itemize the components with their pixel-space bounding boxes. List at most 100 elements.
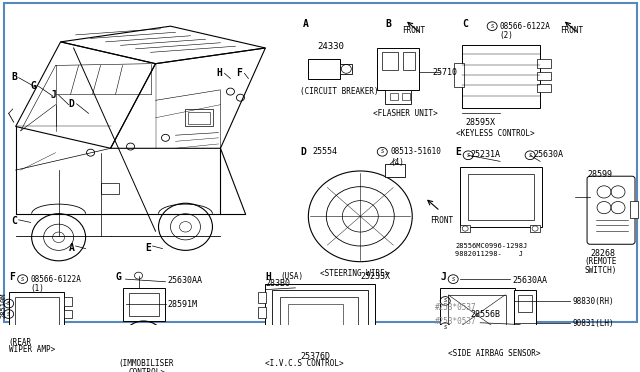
Text: <STEERING WIRE>: <STEERING WIRE> <box>321 269 390 278</box>
Text: 28510M: 28510M <box>1 292 6 318</box>
Bar <box>462 45 540 108</box>
Text: J: J <box>440 272 446 282</box>
Text: B: B <box>385 19 391 29</box>
Bar <box>514 290 536 337</box>
Text: (CIRCUIT BREAKER): (CIRCUIT BREAKER) <box>300 87 379 96</box>
Text: SWITCH): SWITCH) <box>584 266 616 275</box>
Text: 25630AA: 25630AA <box>168 276 202 285</box>
Text: <KEYLESS CONTROL>: <KEYLESS CONTROL> <box>456 129 535 138</box>
Text: S: S <box>7 311 10 317</box>
Text: S: S <box>444 325 447 330</box>
Bar <box>537 59 551 68</box>
Text: 25376D: 25376D <box>300 352 330 360</box>
Text: C: C <box>462 19 468 29</box>
Bar <box>530 225 540 232</box>
Text: H: H <box>216 68 222 78</box>
Bar <box>63 298 72 306</box>
Text: <FLASHER UNIT>: <FLASHER UNIT> <box>373 109 438 118</box>
Bar <box>188 112 211 124</box>
Text: WIPER AMP>: WIPER AMP> <box>9 346 55 355</box>
Text: 98830(RH): 98830(RH) <box>572 298 614 307</box>
Text: S: S <box>444 298 447 304</box>
Text: (1): (1) <box>31 283 45 292</box>
Text: 08566-6122A: 08566-6122A <box>31 275 81 284</box>
Text: D: D <box>300 147 306 157</box>
Text: S: S <box>490 24 494 29</box>
Text: 24330: 24330 <box>317 42 344 51</box>
Text: D: D <box>68 99 74 109</box>
Bar <box>259 307 266 318</box>
Bar <box>100 183 118 194</box>
Text: H: H <box>266 272 271 282</box>
Text: (IMMOBILISER: (IMMOBILISER <box>118 359 174 368</box>
Text: 28599: 28599 <box>587 170 612 179</box>
Text: G: G <box>31 81 36 91</box>
Text: 28591M: 28591M <box>168 300 198 309</box>
Bar <box>403 52 415 70</box>
Text: 08566-6122A: 08566-6122A <box>499 22 550 31</box>
Bar <box>266 283 375 349</box>
FancyBboxPatch shape <box>587 176 635 244</box>
Text: 28268: 28268 <box>590 248 615 257</box>
Bar <box>518 295 532 312</box>
Bar <box>63 310 72 318</box>
Text: (USA): (USA) <box>280 272 303 281</box>
Text: S: S <box>7 301 10 306</box>
Text: S: S <box>21 277 24 282</box>
Bar <box>377 48 419 90</box>
Text: F: F <box>9 272 15 282</box>
Text: (REAR: (REAR <box>9 337 32 347</box>
Bar <box>385 90 412 104</box>
Text: FRONT: FRONT <box>403 26 426 35</box>
Bar <box>440 288 515 342</box>
Text: S: S <box>452 277 455 282</box>
Text: <SIDE AIRBAG SENSOR>: <SIDE AIRBAG SENSOR> <box>448 349 541 358</box>
Bar <box>630 201 638 218</box>
Bar <box>390 93 398 100</box>
Bar <box>289 304 343 328</box>
Bar <box>15 296 59 330</box>
Bar <box>403 93 410 100</box>
Text: (2): (2) <box>499 31 513 39</box>
Text: 25630AA: 25630AA <box>512 276 547 285</box>
Bar <box>308 59 340 78</box>
Text: 25630A: 25630A <box>533 150 563 159</box>
Text: A: A <box>302 19 308 29</box>
Text: FRONT: FRONT <box>430 217 453 225</box>
Bar <box>460 167 542 227</box>
Text: S: S <box>381 149 384 154</box>
Bar <box>259 292 266 303</box>
Text: J: J <box>51 90 56 100</box>
Text: 25231A: 25231A <box>470 150 500 159</box>
Bar <box>537 84 551 93</box>
Bar <box>448 295 506 335</box>
Text: #253*0537: #253*0537 <box>435 303 477 312</box>
Text: 283B0: 283B0 <box>266 279 291 288</box>
Bar <box>382 52 398 70</box>
Text: 08513-51610: 08513-51610 <box>390 147 441 156</box>
Text: 9882011298-    J: 9882011298- J <box>455 251 523 257</box>
Bar <box>468 174 534 220</box>
Bar <box>454 63 464 87</box>
Text: S: S <box>467 153 470 158</box>
Text: FRONT: FRONT <box>560 26 583 35</box>
Text: B: B <box>12 73 17 83</box>
Text: C: C <box>12 217 17 226</box>
Text: 25233X: 25233X <box>360 272 390 281</box>
Text: 25554: 25554 <box>312 147 337 155</box>
Text: G: G <box>116 272 122 282</box>
Text: CONTROL>: CONTROL> <box>129 368 166 372</box>
Text: F: F <box>236 68 243 78</box>
Text: E: E <box>455 147 461 157</box>
Text: 28556MC0996-1298J: 28556MC0996-1298J <box>455 243 527 248</box>
Bar <box>122 288 164 321</box>
Text: (4): (4) <box>390 158 404 167</box>
Text: E: E <box>145 243 152 253</box>
Text: 25710: 25710 <box>432 68 457 77</box>
Bar <box>537 71 551 80</box>
Text: A: A <box>68 243 74 253</box>
Text: S: S <box>529 153 532 158</box>
Bar <box>186 109 214 126</box>
Bar <box>273 290 368 344</box>
Text: 90831(LH): 90831(LH) <box>572 319 614 328</box>
